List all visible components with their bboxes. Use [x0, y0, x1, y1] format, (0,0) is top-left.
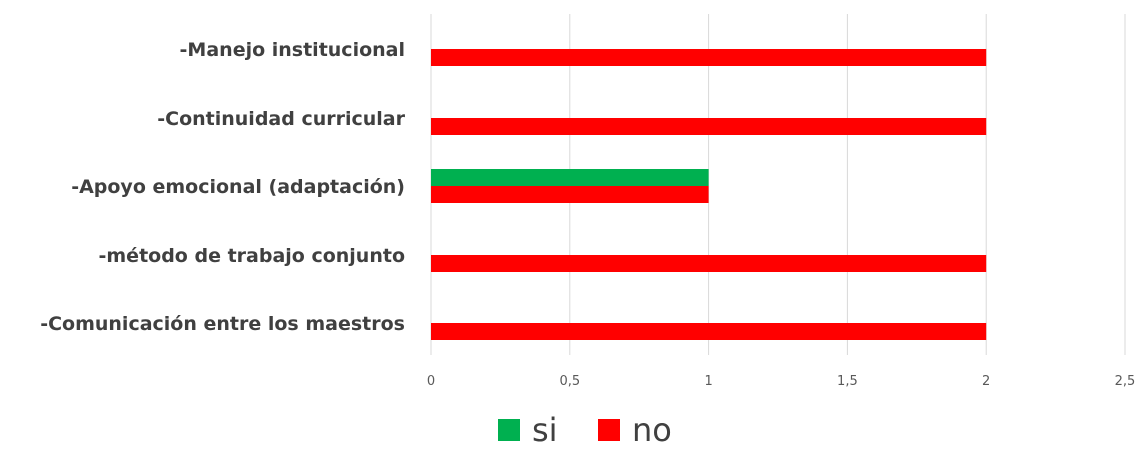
bar-no [431, 186, 709, 203]
legend-label-si: si [532, 411, 558, 449]
category-labels: -Manejo institucional -Continuidad curric… [40, 39, 405, 335]
bar-no [431, 255, 987, 272]
x-tick-label: 1 [704, 374, 712, 389]
bars [431, 49, 987, 340]
bar-no [431, 49, 987, 66]
bar-no [431, 118, 987, 135]
x-axis-tick-labels: 0 0,5 1 1,5 2 2,5 [427, 374, 1135, 389]
category-label: -Comunicación entre los maestros [40, 313, 405, 335]
bar-si [431, 169, 709, 186]
category-label: -Manejo institucional [180, 39, 405, 61]
category-label: -Continuidad curricular [157, 108, 405, 130]
legend: si no [498, 411, 672, 449]
legend-swatch-si [498, 419, 520, 441]
x-tick-label: 2 [982, 374, 990, 389]
x-tick-label: 0 [427, 374, 435, 389]
legend-label-no: no [632, 411, 672, 449]
category-label: -Apoyo emocional (adaptación) [71, 176, 405, 198]
x-tick-label: 1,5 [837, 374, 858, 389]
x-tick-label: 0,5 [559, 374, 580, 389]
category-label: -método de trabajo conjunto [99, 245, 406, 267]
legend-swatch-no [598, 419, 620, 441]
bar-no [431, 323, 987, 340]
x-tick-label: 2,5 [1115, 374, 1136, 389]
